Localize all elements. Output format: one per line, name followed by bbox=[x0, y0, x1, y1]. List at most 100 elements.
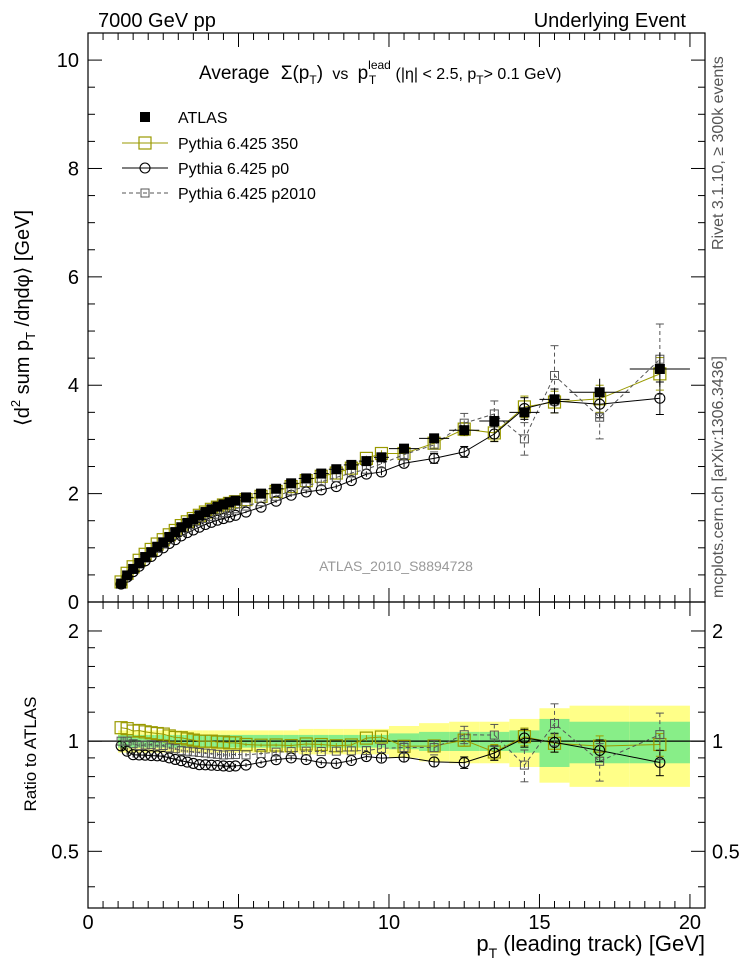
x-tick-label: 15 bbox=[528, 912, 550, 934]
axis-ticks bbox=[87, 33, 705, 908]
ratio-point-pythia-6-425-p2010 bbox=[271, 747, 281, 757]
ratio-point-pythia-6-425-p0 bbox=[193, 759, 205, 771]
ratio-point-pythia-6-425-p2010 bbox=[361, 746, 371, 756]
ratio-point-pythia-6-425-p2010 bbox=[128, 739, 138, 749]
ratio-point-pythia-6-425-p2010 bbox=[316, 747, 326, 757]
point-atlas bbox=[212, 501, 223, 512]
point-atlas bbox=[200, 507, 211, 518]
legend-marker-pythia-6-425-p2010 bbox=[140, 188, 150, 198]
point-pythia-6-425-p0 bbox=[654, 392, 666, 404]
ratio-y-tick-label-right: 0.5 bbox=[712, 841, 740, 863]
ratio-point-pythia-6-425-p2010 bbox=[212, 749, 222, 759]
ratio-point-pythia-6-425-p0 bbox=[223, 760, 236, 772]
point-atlas bbox=[301, 473, 312, 484]
ratio-point-pythia-6-425-350 bbox=[374, 730, 389, 744]
ratio-point-pythia-6-425-p2010 bbox=[331, 746, 341, 756]
main-series bbox=[114, 323, 690, 590]
ratio-point-pythia-6-425-p0 bbox=[199, 759, 211, 771]
legend-label-pythia-6-425-p2010: Pythia 6.425 p2010 bbox=[178, 186, 316, 203]
x-axis-label: pT (leading track) [GeV] bbox=[476, 931, 705, 961]
ratio-point-pythia-6-425-p2010 bbox=[301, 746, 311, 756]
ratio-point-pythia-6-425-p0 bbox=[458, 757, 470, 769]
ratio-point-pythia-6-425-p0 bbox=[151, 750, 163, 762]
legend-label-pythia-6-425-350: Pythia 6.425 350 bbox=[178, 136, 298, 153]
point-atlas bbox=[128, 563, 139, 574]
point-atlas bbox=[182, 517, 193, 528]
line-pythia-6-425-p0 bbox=[120, 397, 660, 585]
point-atlas bbox=[194, 510, 205, 521]
ratio-point-pythia-6-425-p2010 bbox=[230, 749, 240, 759]
point-atlas bbox=[164, 531, 175, 542]
point-pythia-6-425-p0 bbox=[375, 466, 388, 478]
ratio-point-pythia-6-425-p2010 bbox=[286, 747, 296, 757]
ratio-point-pythia-6-425-p0 bbox=[127, 749, 139, 761]
ratio-point-pythia-6-425-p0 bbox=[187, 757, 199, 769]
ratio-line-pythia-6-425-350 bbox=[121, 727, 660, 753]
ratio-point-pythia-6-425-p2010 bbox=[399, 742, 409, 752]
point-pythia-6-425-p2010 bbox=[550, 370, 560, 380]
main-y-tick-label: 2 bbox=[68, 484, 79, 506]
ratio-y-tick-label-right: 1 bbox=[712, 731, 723, 753]
ratio-point-pythia-6-425-p2010 bbox=[134, 741, 144, 751]
ratio-point-pythia-6-425-p2010 bbox=[346, 746, 356, 756]
point-pythia-6-425-p0 bbox=[458, 446, 470, 458]
ratio-y-tick-label-right: 2 bbox=[712, 621, 723, 643]
ratio-point-pythia-6-425-p2010 bbox=[429, 743, 439, 753]
ratio-point-pythia-6-425-p0 bbox=[270, 754, 282, 766]
legend-marker-pythia-6-425-350 bbox=[138, 136, 152, 150]
ratio-point-pythia-6-425-p2010 bbox=[188, 747, 198, 757]
ratio-point-pythia-6-425-p0 bbox=[548, 736, 561, 748]
main-y-tick-label: 8 bbox=[68, 158, 79, 180]
point-atlas bbox=[188, 514, 199, 525]
point-atlas bbox=[271, 483, 282, 494]
ratio-point-pythia-6-425-p2010 bbox=[158, 741, 168, 751]
point-atlas bbox=[116, 578, 127, 589]
point-atlas bbox=[361, 456, 372, 467]
point-atlas bbox=[170, 527, 181, 538]
ratio-point-pythia-6-425-p2010 bbox=[489, 730, 499, 740]
rivet-label: Rivet 3.1.10, ≥ 300k events bbox=[710, 56, 727, 250]
ratio-point-pythia-6-425-p2010 bbox=[146, 740, 156, 750]
ratio-line-pythia-6-425-p2010 bbox=[121, 722, 661, 766]
ratio-point-pythia-6-425-p2010 bbox=[164, 743, 174, 753]
ratio-point-pythia-6-425-p2010 bbox=[224, 750, 234, 760]
ratio-point-pythia-6-425-350 bbox=[254, 738, 268, 752]
legend: ATLAS Pythia 6.425 350 Pythia 6.425 p0 Pyth… bbox=[122, 110, 316, 203]
point-pythia-6-425-p2010 bbox=[519, 434, 529, 444]
line-pythia-6-425-p2010 bbox=[120, 358, 661, 584]
ratio-plot-frame bbox=[87, 601, 706, 909]
point-atlas bbox=[122, 570, 133, 581]
point-atlas bbox=[218, 499, 229, 510]
ratio-point-pythia-6-425-p0 bbox=[217, 760, 229, 772]
ratio-y-tick-labels: 0.5 0.5 1 1 2 2 bbox=[51, 621, 740, 863]
ratio-point-pythia-6-425-p0 bbox=[157, 750, 169, 762]
analysis-id: ATLAS_2010_S8894728 bbox=[319, 558, 473, 574]
ratio-point-pythia-6-425-p2010 bbox=[550, 718, 560, 728]
ratio-point-pythia-6-425-p0 bbox=[518, 732, 530, 744]
ratio-point-pythia-6-425-350 bbox=[359, 731, 374, 745]
ratio-point-pythia-6-425-p0 bbox=[428, 756, 440, 768]
legend-marker-atlas bbox=[140, 112, 150, 122]
ratio-point-pythia-6-425-p0 bbox=[211, 759, 223, 772]
ratio-series bbox=[114, 703, 667, 783]
ratio-point-pythia-6-425-p2010 bbox=[256, 749, 266, 759]
header-right: Underlying Event bbox=[534, 10, 687, 32]
point-pythia-6-425-p0 bbox=[315, 484, 327, 496]
legend-marker-pythia-6-425-p0 bbox=[139, 162, 151, 174]
x-tick-label: 5 bbox=[233, 912, 244, 934]
ratio-point-pythia-6-425-p2010 bbox=[122, 736, 132, 746]
point-atlas bbox=[399, 443, 410, 454]
ratio-point-pythia-6-425-p2010 bbox=[459, 730, 469, 740]
ratio-point-pythia-6-425-p2010 bbox=[200, 748, 210, 758]
point-atlas bbox=[346, 459, 357, 470]
ratio-point-pythia-6-425-p2010 bbox=[182, 746, 192, 756]
point-atlas bbox=[489, 416, 500, 427]
point-atlas bbox=[134, 557, 145, 568]
ratio-point-pythia-6-425-p0 bbox=[121, 745, 133, 757]
point-atlas bbox=[331, 464, 342, 475]
main-y-tick-label: 4 bbox=[68, 375, 79, 397]
point-pythia-6-425-p0 bbox=[199, 518, 211, 531]
x-tick-label: 20 bbox=[679, 912, 701, 934]
legend-label-pythia-6-425-p0: Pythia 6.425 p0 bbox=[178, 161, 289, 178]
